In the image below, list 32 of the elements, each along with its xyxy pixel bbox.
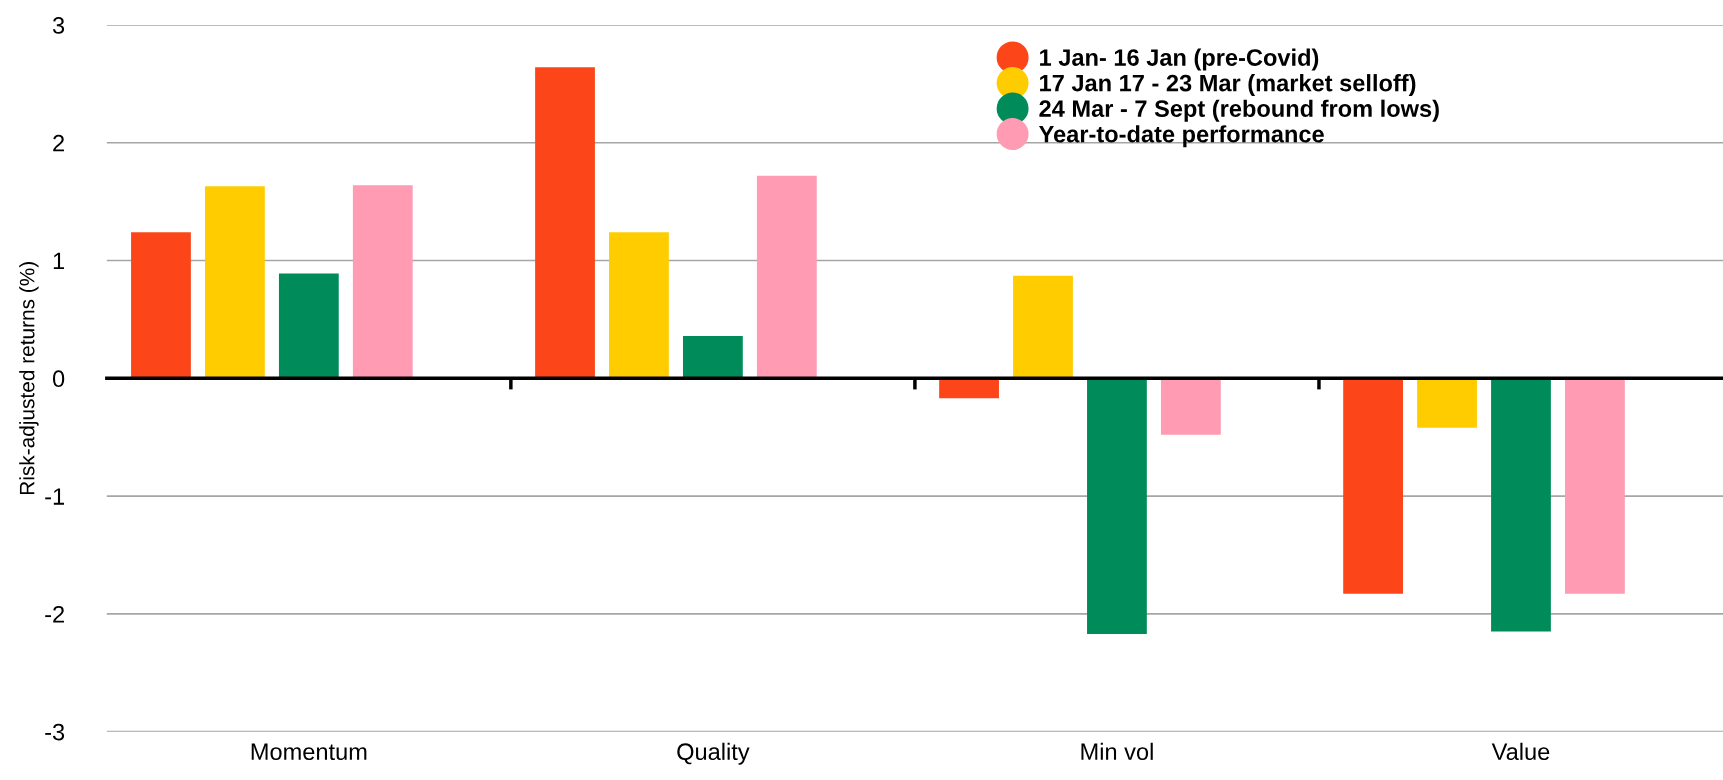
bar — [1343, 378, 1403, 594]
legend-label: Year-to-date performance — [1038, 125, 1324, 148]
y-tick-label: -3 — [45, 723, 65, 741]
y-tick-label: 1 — [53, 252, 65, 270]
x-tick-label: Quality — [677, 742, 750, 765]
bar — [682, 335, 743, 379]
bar — [1565, 378, 1625, 594]
y-tick-label: 0 — [52, 370, 65, 388]
bar — [756, 175, 817, 379]
bar — [609, 232, 669, 379]
bar — [939, 378, 999, 399]
bar — [205, 186, 265, 379]
x-tick-label: Min vol — [1081, 742, 1153, 761]
x-tick-label: Momentum — [251, 743, 367, 761]
legend-label: 17 Jan 17 - 23 Mar (market selloff) — [1040, 74, 1416, 97]
bar — [131, 232, 191, 379]
bar — [1013, 275, 1073, 379]
bar — [352, 185, 413, 379]
legend-label: 1 Jan- 16 Jan (pre-Covid) — [1040, 48, 1319, 71]
y-tick-label: 2 — [53, 134, 64, 152]
x-tick-label: Value — [1491, 742, 1550, 761]
bar — [278, 273, 339, 379]
y-tick-label: 3 — [52, 17, 65, 34]
y-tick-label: -2 — [45, 605, 64, 623]
bar — [1417, 378, 1477, 428]
bar — [1160, 378, 1221, 435]
y-axis-title: Risk-adjusted returns (%) — [19, 262, 39, 495]
bar — [535, 67, 595, 379]
y-tick-label: -1 — [45, 488, 65, 505]
bar — [1087, 378, 1147, 634]
bar — [1491, 378, 1551, 632]
legend-label: 24 Mar - 7 Sept (rebound from lows) — [1039, 99, 1439, 122]
